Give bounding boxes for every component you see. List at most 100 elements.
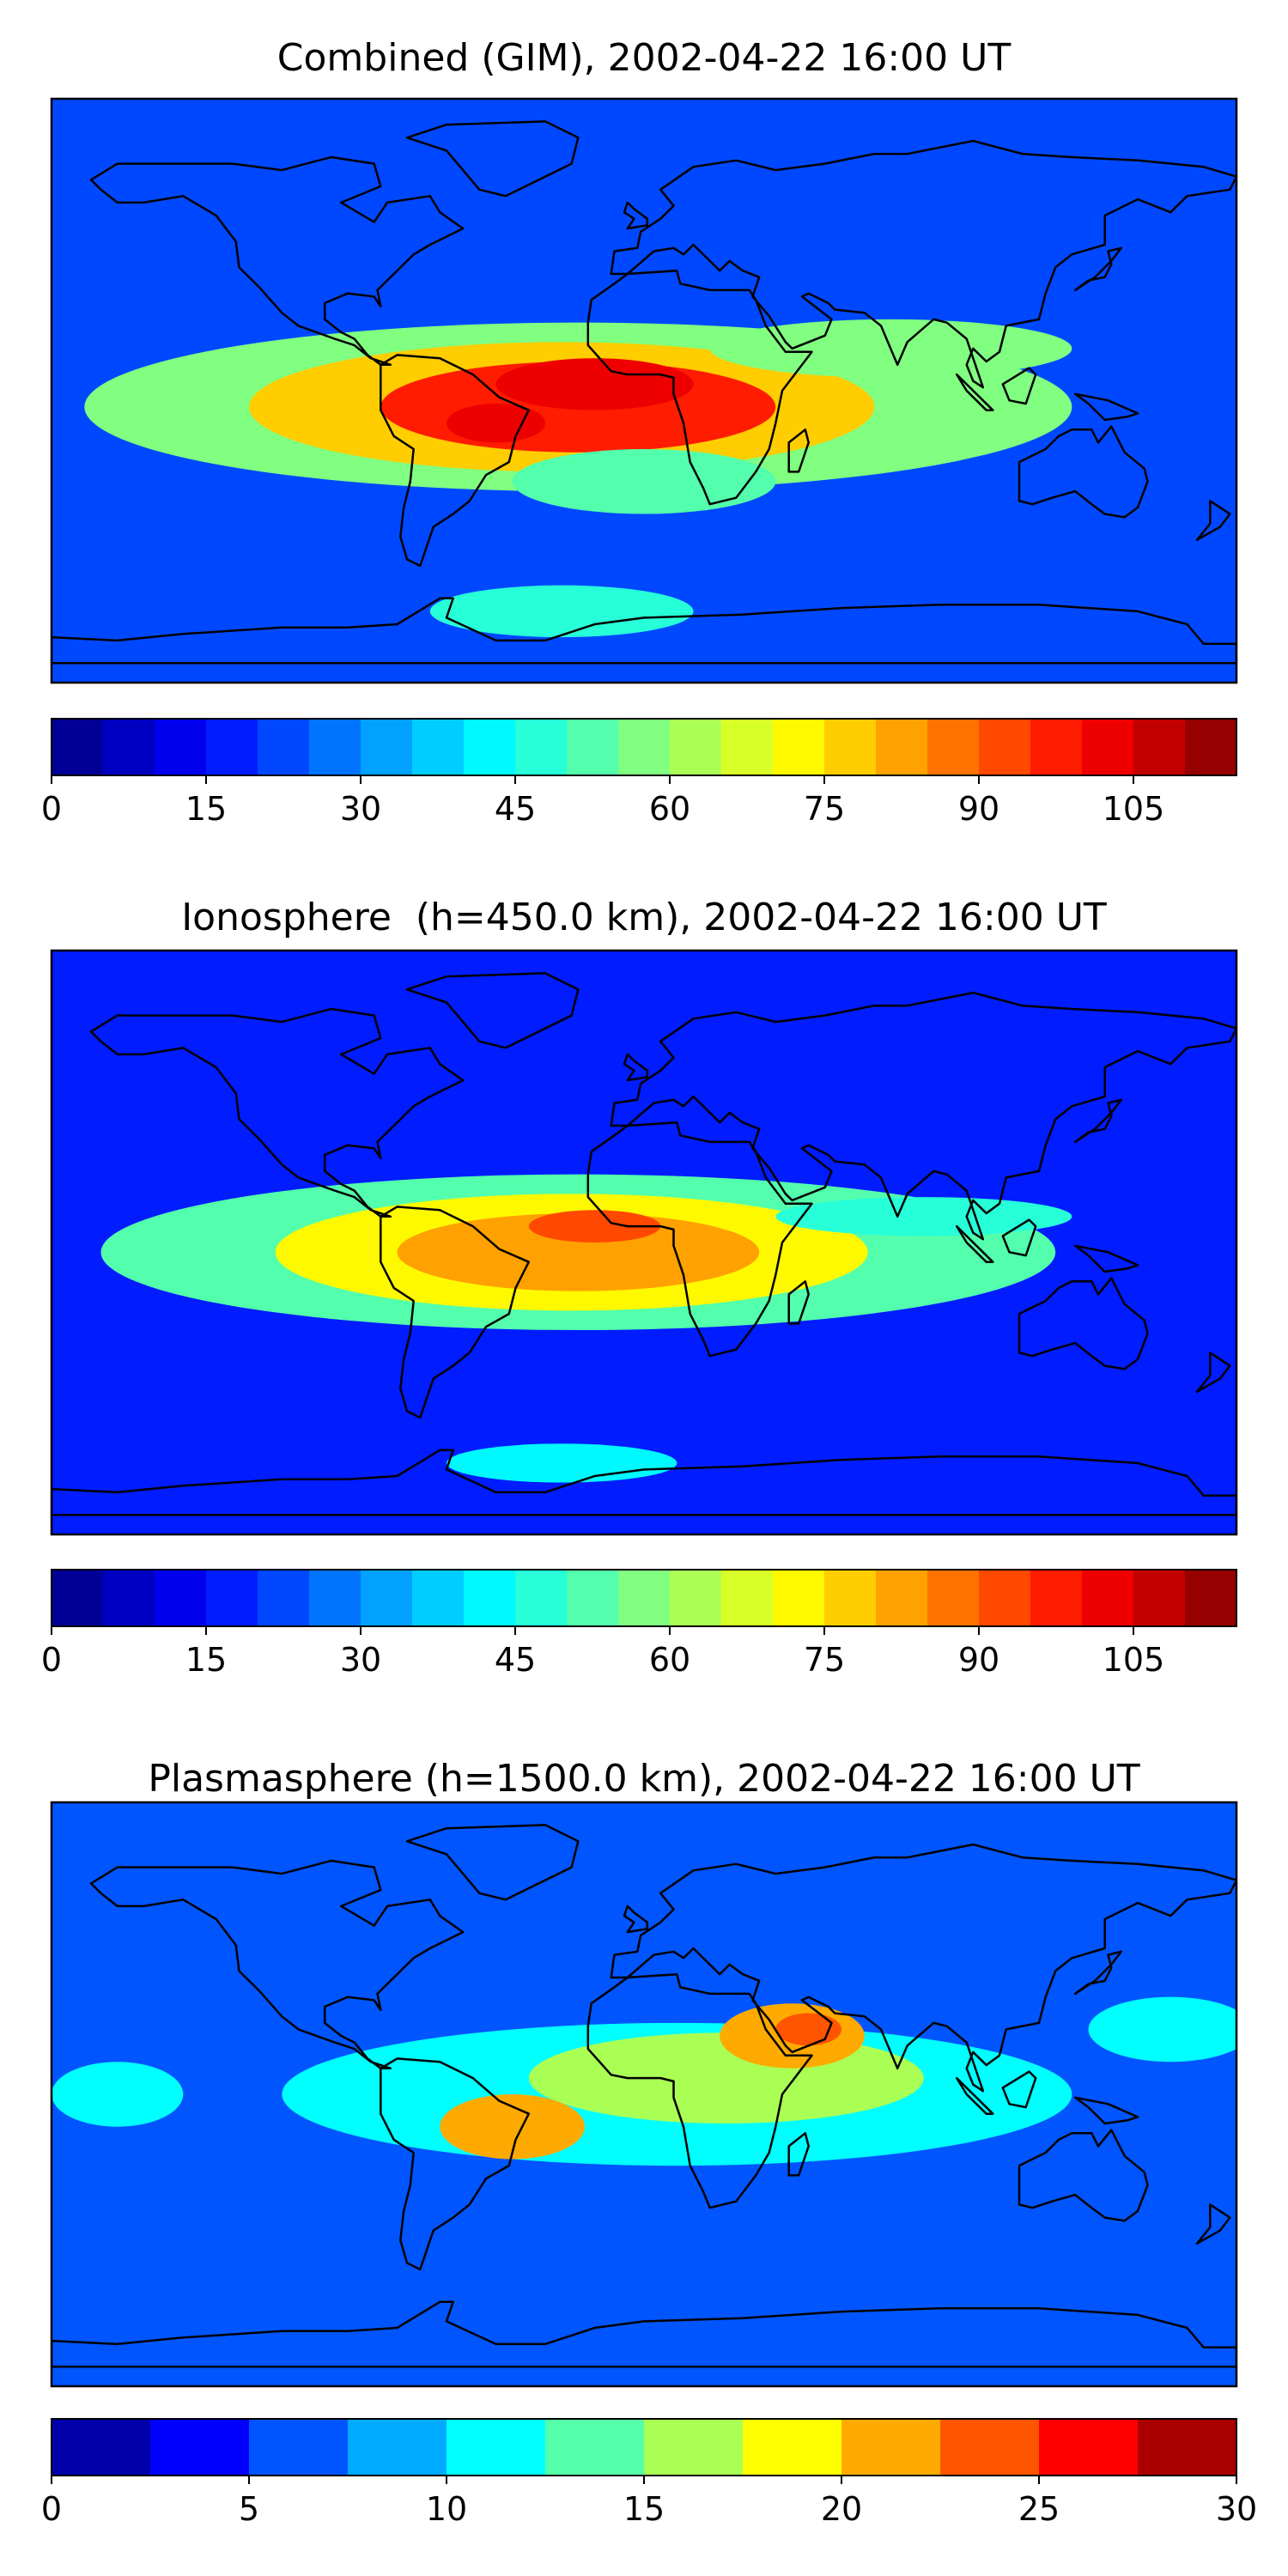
colorbar-tick-label: 105 xyxy=(1103,790,1165,828)
colorbar-tick-label: 0 xyxy=(41,790,62,828)
colorbar-segment xyxy=(1185,1570,1237,1626)
coastline-sumatra xyxy=(955,1224,994,1263)
coastline-australia xyxy=(1018,2129,1149,2222)
colorbar-segment xyxy=(361,1570,413,1626)
coastline-north-america xyxy=(89,1007,465,1218)
coastline-eurasia xyxy=(610,1843,1236,2093)
colorbar-segment xyxy=(309,719,361,775)
coastline-north-america xyxy=(89,1859,465,2070)
colorbar-segment xyxy=(348,2419,447,2476)
coastline-new-guinea xyxy=(1073,392,1139,422)
coastline-madagascar xyxy=(787,428,810,473)
colorbar-segment xyxy=(515,719,568,775)
colorbar-segment xyxy=(773,719,825,775)
colorbar-segment xyxy=(824,1570,877,1626)
coastline-greenland xyxy=(405,1824,580,1901)
colorbar-tick-label: 75 xyxy=(804,1641,845,1679)
colorbar-segment xyxy=(1138,2419,1237,2476)
colorbar-tick-label: 90 xyxy=(958,790,999,828)
tec-contour-region xyxy=(495,358,694,410)
colorbar-tick-label: 10 xyxy=(426,2490,467,2528)
colorbar-tick-label: 5 xyxy=(239,2490,259,2528)
colorbar-tick-label: 30 xyxy=(1216,2490,1257,2528)
tec-contour-region xyxy=(440,2094,586,2160)
colorbar-segment xyxy=(876,1570,928,1626)
coastline-uk xyxy=(623,1053,649,1082)
colorbar-segment xyxy=(258,719,310,775)
coastline-australia xyxy=(1018,425,1149,519)
colorbar-segment xyxy=(979,719,1031,775)
colorbar-segment xyxy=(567,1570,619,1626)
colorbar-tick-label: 15 xyxy=(185,790,227,828)
colorbar-segment xyxy=(1030,719,1083,775)
colorbar-segment xyxy=(1039,2419,1139,2476)
map-frame xyxy=(50,97,1238,684)
colorbar-segment xyxy=(876,719,928,775)
map-frame xyxy=(50,1801,1238,2388)
colorbar-tick-label: 30 xyxy=(340,1641,381,1679)
coastline-japan xyxy=(1073,246,1123,292)
coastline-africa xyxy=(586,1972,813,2209)
colorbar-segment xyxy=(412,1570,465,1626)
coastline-sumatra xyxy=(955,2076,994,2115)
colorbar-segment xyxy=(150,2419,250,2476)
colorbar-tick-label: 60 xyxy=(649,1641,690,1679)
coastline-new-zealand xyxy=(1195,2203,1231,2245)
colorbar-segment xyxy=(545,2419,645,2476)
coastline-south-america xyxy=(380,1206,531,1419)
colorbar-segment xyxy=(567,719,619,775)
coastline-uk xyxy=(623,201,649,230)
colorbar-segment xyxy=(670,1570,722,1626)
colorbar-segment xyxy=(249,2419,349,2476)
tec-contour-region xyxy=(447,404,545,443)
colorbar-segment xyxy=(1082,719,1134,775)
colorbar-tick-label: 20 xyxy=(821,2490,862,2528)
colorbar-segment xyxy=(447,2419,546,2476)
tec-contour-region xyxy=(528,1210,661,1242)
coastline-borneo xyxy=(1001,1218,1037,1257)
colorbar-segment xyxy=(1185,719,1237,775)
coastline-borneo xyxy=(1001,2070,1037,2109)
colorbar-tick-label: 15 xyxy=(185,1641,227,1679)
tec-contour-region xyxy=(397,1213,760,1291)
coastline-antarctica xyxy=(52,2300,1236,2368)
coastline-new-zealand xyxy=(1195,1352,1231,1394)
colorbar-segment xyxy=(52,1570,104,1626)
colorbar-segment xyxy=(721,719,774,775)
colorbar-segment xyxy=(464,1570,516,1626)
colorbar-segment xyxy=(103,1570,155,1626)
tec-field-2 xyxy=(52,1802,1236,2386)
colorbar-segment xyxy=(155,1570,207,1626)
colorbar-tick-label: 0 xyxy=(41,2490,62,2528)
colorbar-segment xyxy=(206,1570,258,1626)
colorbar-segment xyxy=(670,719,722,775)
colorbar-segment xyxy=(824,719,877,775)
colorbar-tick-label: 15 xyxy=(623,2490,665,2528)
colorbar-segment xyxy=(52,2419,151,2476)
panel-title-combined: Combined (GIM), 2002-04-22 16:00 UT xyxy=(276,36,1012,80)
colorbar-segment xyxy=(743,2419,842,2476)
colorbar-segment xyxy=(52,719,104,775)
colorbar-segment xyxy=(412,719,465,775)
coastline-uk xyxy=(623,1905,649,1934)
colorbar-segment xyxy=(1133,719,1186,775)
colorbar-segment xyxy=(979,1570,1031,1626)
colorbar-segment xyxy=(644,2419,744,2476)
coastline-eurasia xyxy=(610,139,1236,389)
tec-field-0 xyxy=(52,99,1236,683)
coastline-australia xyxy=(1018,1277,1149,1370)
coastline-south-america xyxy=(380,2057,531,2271)
colorbar-tick-label: 90 xyxy=(958,1641,999,1679)
tec-contour-region xyxy=(447,1443,677,1483)
colorbar-segment xyxy=(927,719,980,775)
colorbar-tick-label: 45 xyxy=(495,1641,536,1679)
colorbar-tick-label: 45 xyxy=(495,790,536,828)
colorbar-tick-label: 75 xyxy=(804,790,845,828)
colorbar-segment xyxy=(1082,1570,1134,1626)
colorbar-segment xyxy=(940,2419,1040,2476)
panel-title-ionosphere: Ionosphere (h=450.0 km), 2002-04-22 16:0… xyxy=(181,896,1107,939)
tec-contour-region xyxy=(775,2013,842,2046)
coastline-borneo xyxy=(1001,367,1037,405)
colorbar-segment xyxy=(103,719,155,775)
